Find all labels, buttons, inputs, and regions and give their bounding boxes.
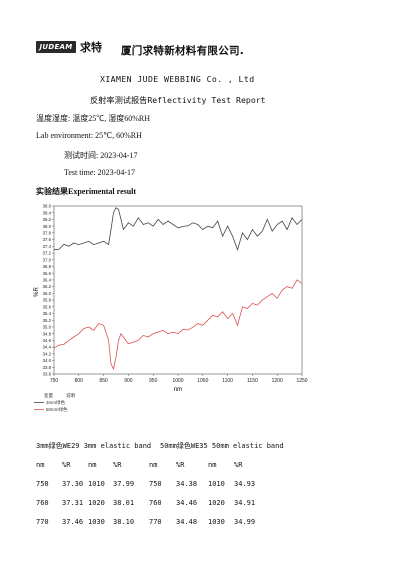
y-tick-label: 38.4 — [43, 210, 52, 215]
y-tick-label: 36.4 — [43, 278, 52, 283]
y-tick-label: 33.8 — [43, 365, 52, 370]
y-tick-label: 34.0 — [43, 358, 52, 363]
legend-header-variable: 变量 — [44, 392, 53, 399]
table-cell: 37.99 — [113, 480, 135, 488]
x-tick-label: 1150 — [247, 378, 258, 384]
y-tick-label: 38.6 — [43, 204, 52, 209]
x-tick-label: 900 — [124, 378, 133, 384]
table-header-cell: %R — [176, 461, 185, 469]
table-header-cell: nm — [149, 461, 158, 469]
environment-en: Lab environment: 25℃, 60%RH — [36, 131, 142, 140]
table-cell: 34.91 — [234, 499, 256, 507]
table-cell: 760 — [36, 499, 49, 507]
x-tick-label: 1100 — [222, 378, 233, 384]
y-tick-label: 37.6 — [43, 237, 52, 242]
table-cell: 770 — [36, 518, 49, 526]
x-tick-label: 750 — [50, 378, 59, 384]
legend-label: 50mm绿色 — [46, 406, 68, 412]
table-cell: 34.38 — [176, 480, 198, 488]
y-tick-label: 36.2 — [43, 284, 52, 289]
table-cell: 34.93 — [234, 480, 256, 488]
y-axis-label: %R — [34, 287, 40, 297]
y-tick-label: 37.0 — [43, 257, 52, 262]
x-tick-label: 1000 — [172, 378, 183, 384]
x-tick-label: 850 — [99, 378, 108, 384]
y-tick-label: 35.4 — [43, 311, 52, 316]
y-tick-label: 36.6 — [43, 271, 52, 276]
table-cell: 1020 — [88, 499, 105, 507]
table-cell: 34.99 — [234, 518, 256, 526]
logo-chinese-mark: 求特 — [80, 41, 102, 54]
table-header-cell: %R — [113, 461, 122, 469]
x-tick-label: 800 — [75, 378, 84, 384]
table-cell: 34.46 — [176, 499, 198, 507]
table-header-cell: %R — [62, 461, 71, 469]
y-tick-label: 35.6 — [43, 304, 52, 309]
y-tick-label: 38.2 — [43, 217, 52, 222]
y-tick-label: 34.8 — [43, 331, 52, 336]
y-tick-label: 38.0 — [43, 224, 52, 229]
company-logo: JUDEAM — [36, 41, 76, 53]
table-header-cell: %R — [234, 461, 243, 469]
y-tick-label: 33.6 — [43, 372, 52, 377]
results-heading: 实验结果Experimental result — [36, 187, 137, 196]
x-axis-label: nm — [174, 387, 182, 393]
test-time-cn: 测试时间: 2023-04-17 — [64, 151, 138, 160]
table-header-cell: nm — [36, 461, 45, 469]
table-cell: 38.10 — [113, 518, 135, 526]
y-tick-label: 36.0 — [43, 291, 52, 296]
plot-frame — [53, 205, 303, 375]
logo-text: JUDEAM — [39, 43, 73, 51]
table-cell: 1010 — [208, 480, 225, 488]
x-tick-label: 1050 — [197, 378, 208, 384]
y-tick-label: 37.2 — [43, 251, 52, 256]
report-title: 反射率测试报告Reflectivity Test Report — [90, 95, 266, 105]
y-tick-label: 34.2 — [43, 351, 52, 356]
table-cell: 37.46 — [62, 518, 84, 526]
legend-header-description: 说明 — [66, 392, 75, 399]
company-name-cn: 厦门求特新材料有限公司. — [121, 45, 245, 57]
series-line — [53, 279, 303, 371]
table-header-cell: nm — [88, 461, 97, 469]
table-cell: 1010 — [88, 480, 105, 488]
table-cell: 750 — [149, 480, 162, 488]
table-title-50mm: 50mm绿色WE35 50mm elastic band — [160, 442, 284, 450]
table-title-3mm: 3mm绿色WE29 3mm elastic band — [36, 442, 152, 450]
table-cell: 770 — [149, 518, 162, 526]
environment-cn: 温度湿度: 温度25℃, 湿度60%RH — [36, 114, 150, 123]
table-cell: 38.01 — [113, 499, 135, 507]
table-cell: 1020 — [208, 499, 225, 507]
x-tick-label: 1250 — [296, 378, 307, 384]
y-tick-label: 37.4 — [43, 244, 52, 249]
legend-label: 3mm绿色 — [46, 399, 65, 405]
table-cell: 760 — [149, 499, 162, 507]
y-tick-label: 34.6 — [43, 338, 52, 343]
y-tick-label: 36.8 — [43, 264, 52, 269]
table-cell: 750 — [36, 480, 49, 488]
y-tick-label: 37.8 — [43, 230, 52, 235]
company-name-en: XIAMEN JUDE WEBBING Co. , Ltd — [100, 74, 255, 84]
table-cell: 37.31 — [62, 499, 84, 507]
y-tick-label: 35.2 — [43, 318, 52, 323]
x-tick-label: 950 — [149, 378, 158, 384]
series-line — [53, 207, 303, 251]
table-header-cell: nm — [208, 461, 217, 469]
y-tick-label: 34.4 — [43, 345, 52, 350]
table-cell: 37.30 — [62, 480, 84, 488]
test-time-en: Test time: 2023-04-17 — [64, 168, 135, 177]
y-tick-label: 35.8 — [43, 298, 52, 303]
table-cell: 1030 — [88, 518, 105, 526]
table-cell: 1030 — [208, 518, 225, 526]
y-tick-label: 35.0 — [43, 325, 52, 330]
x-tick-label: 1200 — [272, 378, 283, 384]
table-cell: 34.48 — [176, 518, 198, 526]
reflectivity-chart: 750 800 850 900 950 1000 1050 1100 1150 1200 1250 … — [34, 204, 308, 412]
